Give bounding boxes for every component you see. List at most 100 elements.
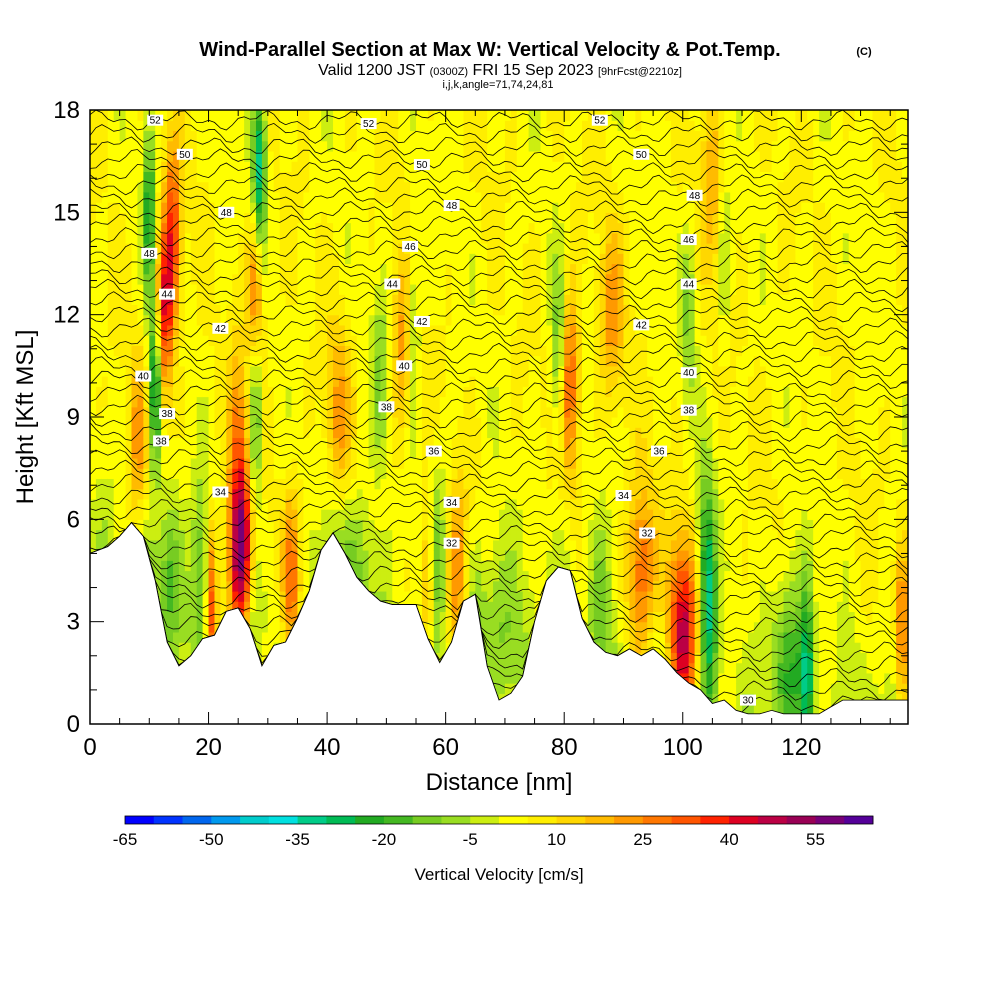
velocity-cell <box>255 529 263 541</box>
velocity-cell <box>143 468 150 479</box>
velocity-cell <box>321 457 328 469</box>
velocity-cell <box>143 437 150 449</box>
velocity-cell <box>380 468 387 479</box>
velocity-cell <box>404 304 411 316</box>
velocity-cell <box>421 376 429 387</box>
velocity-cell <box>309 273 316 285</box>
velocity-cell <box>416 580 423 592</box>
velocity-cell <box>172 335 180 346</box>
velocity-cell <box>350 457 358 469</box>
velocity-cell <box>220 539 227 551</box>
velocity-cell <box>321 181 328 193</box>
velocity-cell <box>344 417 352 428</box>
velocity-cell <box>267 365 275 377</box>
velocity-cell <box>315 345 322 357</box>
velocity-cell <box>386 580 393 592</box>
velocity-cell <box>273 396 281 408</box>
velocity-cell <box>404 161 411 172</box>
velocity-cell <box>392 345 399 357</box>
velocity-cell <box>101 232 109 244</box>
velocity-cell <box>510 488 518 500</box>
velocity-cell <box>380 355 387 367</box>
velocity-cell <box>309 110 316 121</box>
velocity-cell <box>540 386 548 398</box>
velocity-cell <box>297 212 304 224</box>
velocity-cell <box>404 263 411 275</box>
velocity-cell <box>540 478 548 490</box>
velocity-cell <box>362 212 370 224</box>
velocity-cell <box>297 130 304 142</box>
velocity-cell <box>333 202 340 213</box>
velocity-cell <box>558 509 565 520</box>
velocity-cell <box>291 171 299 183</box>
velocity-cell <box>143 519 150 531</box>
velocity-cell <box>107 232 115 244</box>
velocity-cell <box>516 222 524 234</box>
velocity-cell <box>309 283 316 295</box>
velocity-cell <box>481 529 488 541</box>
velocity-cell <box>368 550 376 561</box>
velocity-cell <box>208 171 216 183</box>
velocity-cell <box>427 519 435 531</box>
velocity-cell <box>416 355 423 367</box>
velocity-cell <box>255 642 263 653</box>
velocity-cell <box>143 539 150 551</box>
velocity-cell <box>196 120 204 132</box>
velocity-cell <box>362 560 370 572</box>
velocity-cell <box>558 314 565 326</box>
velocity-cell <box>208 304 216 316</box>
velocity-cell <box>297 263 304 275</box>
velocity-cell <box>178 457 186 469</box>
velocity-cell <box>172 447 180 459</box>
velocity-cell <box>368 498 376 510</box>
velocity-cell <box>469 468 476 479</box>
velocity-cell <box>279 314 287 326</box>
velocity-cell <box>113 202 121 213</box>
velocity-cell <box>481 202 488 213</box>
velocity-cell <box>516 335 524 346</box>
velocity-cell <box>421 263 429 275</box>
velocity-cell <box>90 253 97 265</box>
velocity-cell <box>261 560 269 572</box>
velocity-cell <box>279 376 287 387</box>
velocity-cell <box>202 294 210 306</box>
velocity-cell <box>439 232 447 244</box>
velocity-cell <box>427 539 435 551</box>
velocity-cell <box>327 171 334 183</box>
velocity-cell <box>220 417 227 428</box>
velocity-cell <box>95 335 103 346</box>
velocity-cell <box>564 283 571 295</box>
velocity-cell <box>261 417 269 428</box>
velocity-cell <box>261 294 269 306</box>
velocity-cell <box>190 304 198 316</box>
velocity-cell <box>273 560 281 572</box>
velocity-cell <box>338 171 346 183</box>
velocity-cell <box>528 478 536 490</box>
velocity-cell <box>214 202 222 213</box>
velocity-cell <box>540 498 548 510</box>
velocity-cell <box>101 324 109 336</box>
velocity-cell <box>172 488 180 500</box>
velocity-cell <box>208 202 216 213</box>
velocity-cell <box>267 447 275 459</box>
velocity-cell <box>534 263 542 275</box>
velocity-cell <box>303 263 310 275</box>
velocity-cell <box>184 509 192 520</box>
velocity-cell <box>267 570 275 582</box>
velocity-cell <box>303 212 310 224</box>
velocity-cell <box>196 406 204 418</box>
velocity-cell <box>475 273 482 285</box>
velocity-cell <box>113 355 121 367</box>
velocity-cell <box>510 110 518 121</box>
velocity-cell <box>439 488 447 500</box>
velocity-cell <box>510 232 518 244</box>
velocity-cell <box>487 335 494 346</box>
velocity-cell <box>368 406 376 418</box>
velocity-cell <box>504 580 512 592</box>
velocity-cell <box>309 509 316 520</box>
velocity-cell <box>315 222 322 234</box>
velocity-cell <box>439 304 447 316</box>
velocity-cell <box>469 539 476 551</box>
velocity-cell <box>374 376 382 387</box>
velocity-cell <box>261 181 269 193</box>
